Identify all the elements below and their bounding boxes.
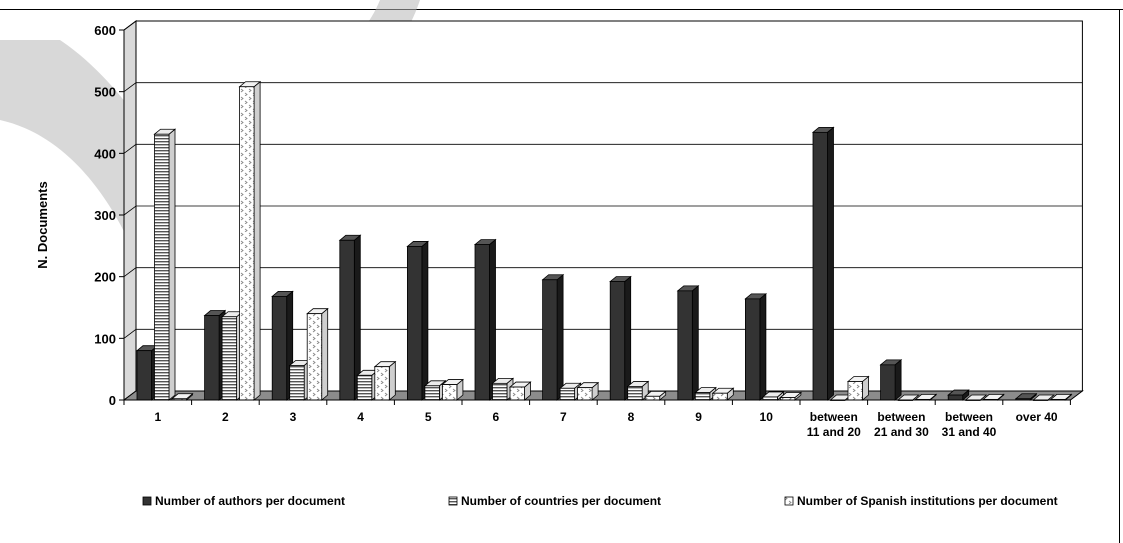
bar <box>473 238 497 401</box>
legend-item: Number of authors per document <box>142 494 345 508</box>
x-tick-label: between <box>877 410 925 424</box>
bar <box>914 393 938 401</box>
legend: Number of authors per document Number of … <box>142 494 1058 508</box>
bar <box>744 293 768 401</box>
bar <box>441 378 465 401</box>
legend-label: Number of authors per document <box>155 494 345 508</box>
x-tick-label: between <box>945 410 993 424</box>
bar <box>406 240 430 401</box>
bar <box>541 273 565 401</box>
bar <box>508 381 532 401</box>
bar <box>153 128 177 401</box>
gridline <box>123 267 1083 277</box>
x-tick-label: 4 <box>357 410 364 424</box>
bar <box>779 391 803 401</box>
x-tick-label: 1 <box>154 410 161 424</box>
legend-label: Number of countries per document <box>461 494 661 508</box>
bar <box>238 80 262 401</box>
y-tick-label: 0 <box>109 393 116 408</box>
bar <box>846 375 870 401</box>
bar <box>306 307 329 401</box>
bar <box>373 360 397 401</box>
bar <box>676 284 700 401</box>
bar <box>338 234 362 401</box>
x-tick-label: between <box>810 410 858 424</box>
legend-label: Number of Spanish institutions per docum… <box>797 494 1058 508</box>
x-tick-label: 9 <box>695 410 702 424</box>
plot-backdrop <box>122 20 1084 401</box>
bar <box>947 389 970 401</box>
bar <box>811 126 835 401</box>
legend-item: Number of Spanish institutions per docum… <box>784 494 1058 508</box>
bar <box>576 381 600 401</box>
x-tick-label: 21 and 30 <box>874 425 929 439</box>
legend-item: Number of countries per document <box>448 494 661 508</box>
x-tick-label: over 40 <box>1016 410 1058 424</box>
y-tick-label: 100 <box>94 331 116 346</box>
bar <box>1014 392 1038 401</box>
bars <box>135 80 1073 401</box>
bar <box>609 275 632 401</box>
bar <box>170 392 194 401</box>
x-tick-label: 6 <box>492 410 499 424</box>
y-axis: 0 100 200 300 400 500 600 <box>94 23 125 408</box>
x-tick-label: 11 and 20 <box>807 425 861 439</box>
plot-floor <box>122 390 1084 401</box>
x-tick-label: 31 and 40 <box>942 425 997 439</box>
gridline <box>123 205 1083 216</box>
legend-swatch <box>448 496 458 506</box>
x-tick-label: 8 <box>628 410 635 424</box>
gridline <box>123 82 1083 92</box>
x-tick-label: 3 <box>290 410 297 424</box>
gridline <box>123 328 1083 339</box>
y-tick-label: 600 <box>94 23 116 38</box>
y-tick-label: 500 <box>94 85 116 100</box>
y-tick-label: 400 <box>94 146 116 161</box>
x-tick-label: 2 <box>222 410 229 424</box>
legend-swatch <box>784 496 794 506</box>
bar <box>879 358 903 401</box>
y-tick-label: 200 <box>94 270 116 285</box>
x-tick-label: 5 <box>425 410 432 424</box>
gridline <box>123 143 1083 154</box>
x-tick-label: 7 <box>560 410 567 424</box>
y-axis-title: N. Documents <box>35 181 50 268</box>
gridline <box>123 20 1083 31</box>
bar <box>644 390 667 401</box>
legend-swatch <box>142 496 152 506</box>
y-tick-label: 300 <box>94 208 116 223</box>
bar <box>982 393 1005 401</box>
x-tick-label: 10 <box>760 410 774 424</box>
gridlines <box>123 20 1083 339</box>
bar <box>761 391 785 401</box>
